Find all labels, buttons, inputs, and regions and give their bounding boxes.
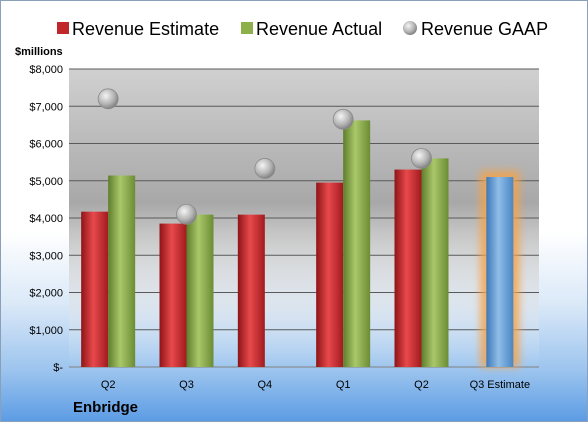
x-tick-label: Q2 xyxy=(101,379,116,391)
revenue-estimate-bar xyxy=(159,223,187,367)
revenue-actual-bar xyxy=(421,158,449,367)
revenue-gaap-point xyxy=(97,88,119,110)
y-axis-unit-label: $millions xyxy=(15,46,63,58)
x-tick-label: Q1 xyxy=(336,379,351,391)
legend-label-revenue-actual: Revenue Actual xyxy=(256,19,382,39)
legend-label-revenue-estimate: Revenue Estimate xyxy=(72,19,219,39)
y-tick-label: $3,000 xyxy=(29,250,63,262)
legend-swatch-revenue-actual xyxy=(241,22,253,34)
revenue-estimate-bar xyxy=(394,169,422,367)
revenue-gaap-point xyxy=(411,147,432,169)
legend-swatch-revenue-estimate xyxy=(57,22,69,34)
x-tick-label: Q2 xyxy=(414,379,429,391)
revenue-estimate-bar xyxy=(81,211,109,367)
next-quarter-estimate-bar xyxy=(486,177,514,367)
revenue-actual-bar xyxy=(186,214,214,367)
y-tick-label: $7,000 xyxy=(29,101,63,113)
y-tick-label: $1,000 xyxy=(29,325,63,337)
y-tick-label: $4,000 xyxy=(29,213,63,225)
revenue-estimate-bar xyxy=(316,182,344,367)
x-tick-label: Q3 xyxy=(179,379,194,391)
plot-area: $- $1,000 $2,000 $3,000 $4,000 $5,000 $6,000 $7… xyxy=(29,64,539,391)
revenue-estimate-bar xyxy=(237,214,265,367)
y-tick-label: $8,000 xyxy=(29,64,63,76)
y-tick-label: $2,000 xyxy=(29,288,63,300)
x-tick-label: Q3 Estimate xyxy=(470,379,531,391)
y-tick-label: $- xyxy=(53,362,63,374)
legend-label-revenue-gaap: Revenue GAAP xyxy=(421,19,548,39)
revenue-actual-bar xyxy=(343,120,371,367)
company-name: Enbridge xyxy=(73,399,139,416)
x-tick-label: Q4 xyxy=(257,379,272,391)
y-tick-label: $6,000 xyxy=(29,139,63,151)
revenue-gaap-point xyxy=(176,203,197,225)
legend: Revenue Estimate Revenue Actual Revenue … xyxy=(57,19,548,39)
legend-swatch-revenue-gaap xyxy=(403,21,417,35)
y-tick-label: $5,000 xyxy=(29,176,63,188)
revenue-gaap-point xyxy=(254,158,276,179)
revenue-actual-bar xyxy=(108,175,136,367)
revenue-gaap-point xyxy=(332,108,354,130)
